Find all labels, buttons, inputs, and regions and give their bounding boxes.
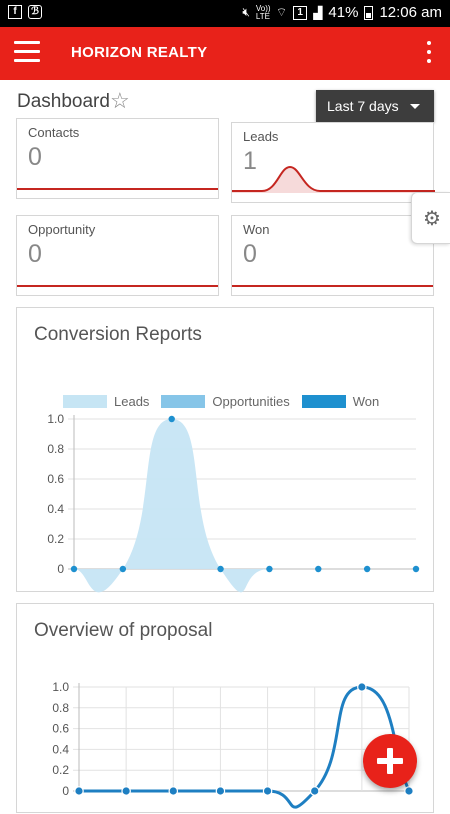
clock: 12:06 am xyxy=(379,4,442,21)
stat-card-contacts[interactable]: Contacts 0 xyxy=(16,118,219,199)
y-tick-label: 0.2 xyxy=(47,532,64,546)
y-tick-label: 1.0 xyxy=(52,680,69,694)
y-tick-label: 0.6 xyxy=(47,472,64,486)
stat-card-sparkline xyxy=(232,285,433,287)
stat-card-value: 1 xyxy=(243,147,257,175)
app-bar: HORIZON REALTY xyxy=(0,27,450,80)
series-area xyxy=(74,419,416,593)
panel-title: Conversion Reports xyxy=(34,324,202,345)
data-point xyxy=(309,786,320,796)
y-tick-label: 0.8 xyxy=(47,442,64,456)
system-icons: 🔇︎ Vo)) LTE ⌔ 1 ▟ 41% 12:06 am xyxy=(242,4,442,21)
volte-label: Vo)) LTE xyxy=(255,3,271,21)
proposal-chart: 0 0.2 0.4 0.6 0.8 1.0 xyxy=(52,680,414,809)
mute-icon: 🔇︎ xyxy=(242,5,250,19)
proposal-overview-panel: Overview of proposal 0 0.2 0.4 0.6 0.8 1.0 xyxy=(16,603,434,813)
legend-label: Opportunities xyxy=(212,394,290,409)
chart-legend: Leads Opportunities Won xyxy=(63,394,391,409)
data-point xyxy=(217,565,224,573)
settings-tab[interactable]: ⚙ xyxy=(411,192,450,244)
data-point xyxy=(315,565,322,573)
y-tick-label: 0 xyxy=(57,562,64,576)
date-range-dropdown[interactable]: Last 7 days xyxy=(316,90,434,122)
star-outline-icon[interactable]: ☆ xyxy=(110,88,130,113)
stat-card-label: Opportunity xyxy=(28,222,96,237)
data-point xyxy=(168,415,175,423)
more-vert-icon[interactable] xyxy=(426,41,432,65)
app-icon: ℬ xyxy=(28,5,42,19)
data-point xyxy=(215,786,226,796)
legend-swatch xyxy=(63,395,107,408)
stat-card-sparkline xyxy=(17,285,218,287)
data-point xyxy=(412,565,420,573)
stat-card-sparkline xyxy=(232,165,435,193)
hamburger-icon[interactable] xyxy=(14,41,40,63)
data-point xyxy=(357,682,367,692)
facebook-icon: f xyxy=(8,5,22,19)
notification-icons: f ℬ xyxy=(8,5,42,19)
data-point xyxy=(404,786,414,796)
stat-card-leads[interactable]: Leads 1 xyxy=(231,122,435,203)
y-tick-label: 0.4 xyxy=(52,742,69,756)
panel-title: Overview of proposal xyxy=(34,620,213,641)
gear-icon: ⚙ xyxy=(423,208,441,230)
stat-card-label: Leads xyxy=(243,129,279,144)
stat-card-won[interactable]: Won 0 xyxy=(231,215,434,296)
y-tick-label: 0 xyxy=(62,784,69,798)
y-tick-label: 0.8 xyxy=(52,701,69,715)
stat-card-value: 0 xyxy=(28,240,42,268)
add-fab-button[interactable] xyxy=(363,734,417,788)
wifi-icon: ⌔ xyxy=(275,5,288,19)
data-point xyxy=(121,786,131,796)
data-point xyxy=(168,786,179,796)
stat-card-value: 0 xyxy=(28,143,42,171)
legend-label: Won xyxy=(352,394,380,409)
y-tick-label: 1.0 xyxy=(47,412,64,426)
battery-percent: 41% xyxy=(328,4,359,21)
conversion-chart: 0 0.2 0.4 0.6 0.8 1.0 xyxy=(47,412,420,593)
stat-card-value: 0 xyxy=(243,240,257,268)
legend-item-won[interactable]: Won xyxy=(301,394,380,409)
battery-icon xyxy=(364,5,374,20)
data-point xyxy=(262,786,273,796)
y-tick-label: 0.2 xyxy=(52,763,69,777)
data-point xyxy=(70,565,78,573)
sim-badge: 1 xyxy=(293,5,308,20)
legend-swatch xyxy=(161,395,206,408)
data-point xyxy=(74,786,84,796)
stat-card-label: Contacts xyxy=(28,125,80,140)
date-range-label: Last 7 days xyxy=(327,98,399,114)
caret-down-icon xyxy=(410,104,420,109)
data-point xyxy=(119,565,127,573)
legend-item-opportunities[interactable]: Opportunities xyxy=(161,394,290,409)
legend-swatch xyxy=(301,395,346,408)
signal-icon: ▟ xyxy=(313,5,323,20)
status-bar: f ℬ 🔇︎ Vo)) LTE ⌔ 1 ▟ 41% 12:06 am xyxy=(0,0,450,27)
app-title: HORIZON REALTY xyxy=(71,44,208,61)
data-point xyxy=(363,565,371,573)
legend-label: Leads xyxy=(114,394,150,409)
data-point xyxy=(266,565,273,573)
stat-card-sparkline xyxy=(17,188,218,190)
page-title: Dashboard xyxy=(17,91,110,112)
stat-card-label: Won xyxy=(243,222,270,237)
conversion-report-panel: Conversion Reports Leads Opportunities W… xyxy=(16,307,434,593)
legend-item-leads[interactable]: Leads xyxy=(63,394,149,409)
stat-card-opportunity[interactable]: Opportunity 0 xyxy=(16,215,219,296)
y-tick-label: 0.6 xyxy=(52,722,69,736)
y-tick-label: 0.4 xyxy=(47,502,64,516)
